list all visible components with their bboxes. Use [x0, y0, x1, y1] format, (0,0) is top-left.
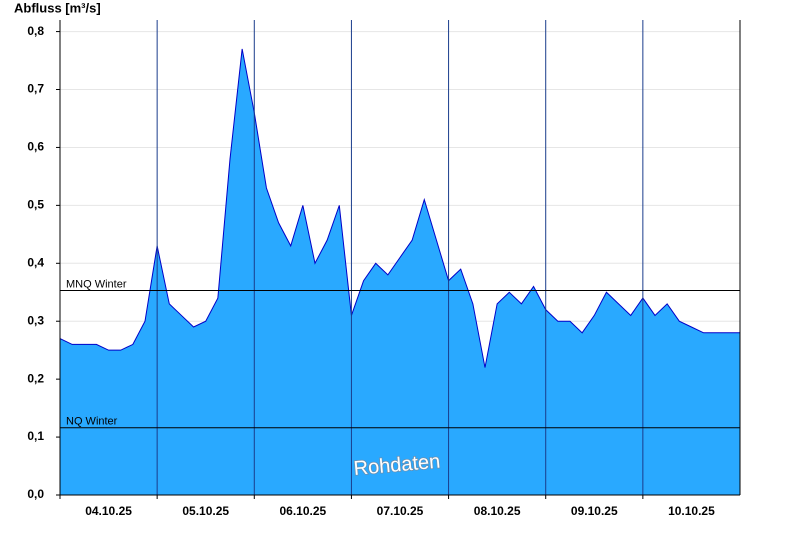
x-tick-label: 07.10.25	[377, 504, 424, 518]
y-tick-label: 0,3	[27, 313, 44, 327]
y-tick-label: 0,8	[27, 24, 44, 38]
area-line	[59, 48, 740, 368]
y-tick-label: 0,7	[27, 82, 44, 96]
y-axis-label: Abfluss [m³/s]	[14, 0, 101, 15]
x-tick-label: 06.10.25	[279, 504, 326, 518]
y-tick-label: 0,5	[27, 198, 44, 212]
reference-label: MNQ Winter	[66, 278, 127, 290]
reference-label: NQ Winter	[66, 416, 118, 428]
y-tick-label: 0,4	[27, 255, 44, 269]
y-tick-label: 0,0	[27, 487, 44, 501]
y-tick-label: 0,6	[27, 140, 44, 154]
x-tick-label: 10.10.25	[668, 504, 715, 518]
x-tick-label: 04.10.25	[85, 504, 132, 518]
x-tick-label: 09.10.25	[571, 504, 618, 518]
x-tick-label: 08.10.25	[474, 504, 521, 518]
y-tick-label: 0,1	[27, 429, 44, 443]
y-tick-label: 0,2	[27, 371, 44, 385]
x-tick-label: 05.10.25	[182, 504, 229, 518]
